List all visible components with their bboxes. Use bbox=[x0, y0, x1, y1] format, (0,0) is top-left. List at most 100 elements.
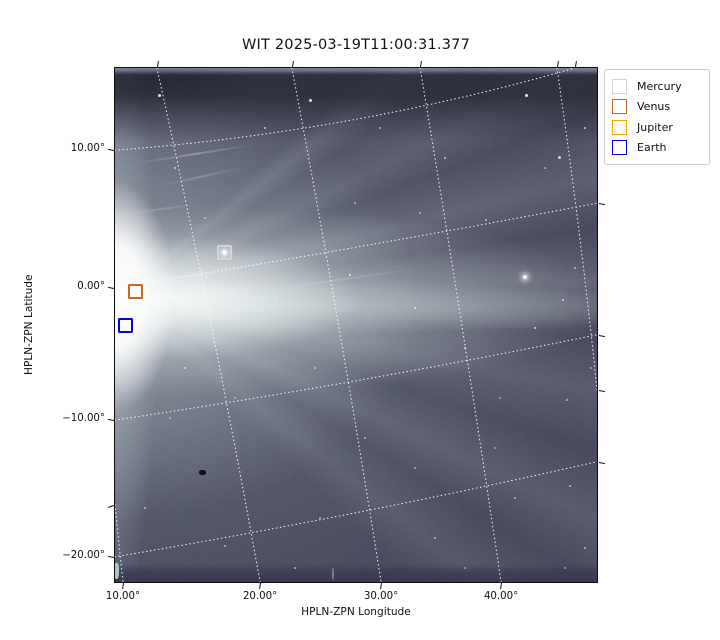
x-tick-label: 30.00° bbox=[363, 591, 399, 602]
top-tick bbox=[556, 60, 560, 67]
star bbox=[413, 306, 416, 309]
star bbox=[558, 156, 562, 160]
star bbox=[589, 366, 592, 369]
x-tick-label: 40.00° bbox=[483, 591, 519, 602]
star bbox=[363, 436, 366, 439]
x-tick-label: 10.00° bbox=[105, 591, 141, 602]
star bbox=[568, 484, 571, 487]
grid-longitude-30deg bbox=[291, 67, 382, 582]
star bbox=[573, 266, 576, 269]
star bbox=[522, 274, 527, 279]
star bbox=[309, 99, 313, 103]
top-tick bbox=[574, 60, 578, 67]
star bbox=[563, 566, 566, 569]
planet-marker-mercury bbox=[216, 245, 232, 261]
top-tick bbox=[420, 60, 423, 67]
grid-latitude-0deg bbox=[114, 202, 597, 289]
y-tick bbox=[107, 418, 114, 422]
star bbox=[293, 566, 296, 569]
star bbox=[127, 321, 135, 325]
grid-longitude-20deg bbox=[156, 67, 261, 582]
grid-latitude--20deg bbox=[114, 460, 597, 558]
star bbox=[168, 416, 171, 419]
y-tick bbox=[107, 555, 114, 559]
grid-latitude--10deg bbox=[114, 333, 597, 421]
star bbox=[533, 326, 536, 329]
star bbox=[418, 211, 421, 214]
star bbox=[263, 126, 266, 129]
star bbox=[463, 566, 466, 569]
star bbox=[222, 250, 228, 256]
star bbox=[233, 396, 236, 399]
top-tick bbox=[291, 60, 295, 67]
legend-label: Earth bbox=[637, 141, 667, 155]
y-tick-label: −20.00° bbox=[62, 549, 105, 561]
legend-item-mercury: Mercury bbox=[612, 76, 701, 97]
legend-swatch-earth bbox=[612, 140, 627, 156]
legend: Mercury Venus Jupiter Earth bbox=[604, 69, 710, 165]
x-tick bbox=[122, 582, 125, 590]
star bbox=[223, 544, 226, 547]
star bbox=[525, 94, 529, 98]
x-tick bbox=[500, 582, 503, 590]
grid-longitude-50deg bbox=[556, 67, 597, 391]
star bbox=[183, 366, 186, 369]
star bbox=[498, 396, 501, 399]
planet-marker-venus bbox=[127, 283, 143, 299]
legend-label: Mercury bbox=[637, 79, 682, 93]
y-tick bbox=[107, 286, 114, 290]
star bbox=[543, 166, 546, 169]
x-tick-label: 20.00° bbox=[242, 591, 278, 602]
bright-spot bbox=[114, 562, 119, 579]
dark-spot bbox=[198, 469, 206, 475]
star bbox=[583, 126, 586, 129]
star bbox=[565, 398, 568, 401]
star bbox=[353, 201, 356, 204]
star bbox=[273, 296, 276, 299]
star bbox=[138, 246, 141, 249]
star bbox=[378, 126, 381, 129]
y-tick-label: 10.00° bbox=[70, 143, 105, 155]
star bbox=[443, 156, 446, 159]
grid-latitude-10deg bbox=[114, 67, 576, 151]
star bbox=[433, 536, 436, 539]
star bbox=[513, 496, 516, 499]
star bbox=[463, 346, 466, 349]
legend-swatch-venus bbox=[612, 99, 627, 115]
top-tick bbox=[156, 60, 160, 67]
right-tick bbox=[598, 389, 605, 393]
star bbox=[143, 506, 146, 509]
star bbox=[484, 218, 487, 221]
legend-item-venus: Venus bbox=[612, 97, 701, 118]
faint-trail bbox=[331, 567, 334, 580]
planet-marker-earth bbox=[118, 318, 134, 334]
y-tick bbox=[107, 149, 114, 152]
star bbox=[348, 273, 351, 276]
legend-label: Venus bbox=[637, 100, 671, 114]
legend-label: Jupiter bbox=[637, 120, 673, 134]
x-tick bbox=[380, 582, 383, 590]
star bbox=[561, 298, 564, 301]
star bbox=[318, 516, 321, 519]
star bbox=[158, 94, 162, 98]
x-axis-label: HPLN-ZPN Longitude bbox=[301, 606, 411, 618]
x-tick bbox=[259, 582, 262, 590]
right-tick bbox=[598, 334, 605, 338]
star bbox=[173, 166, 176, 169]
legend-item-earth: Earth bbox=[612, 138, 701, 159]
y-tick-label: 0.00° bbox=[77, 280, 105, 292]
star bbox=[313, 366, 316, 369]
legend-swatch-jupiter bbox=[612, 119, 627, 135]
star bbox=[203, 216, 206, 219]
star bbox=[493, 446, 496, 449]
legend-item-jupiter: Jupiter bbox=[612, 117, 701, 138]
coordinate-grid bbox=[114, 67, 597, 582]
right-tick bbox=[598, 203, 605, 206]
plot-area bbox=[113, 66, 599, 584]
star bbox=[413, 466, 416, 469]
y-tick-label: −10.00° bbox=[62, 413, 105, 425]
legend-swatch-mercury bbox=[612, 78, 627, 94]
right-tick bbox=[598, 461, 605, 465]
grid-longitude-40deg bbox=[419, 67, 502, 582]
